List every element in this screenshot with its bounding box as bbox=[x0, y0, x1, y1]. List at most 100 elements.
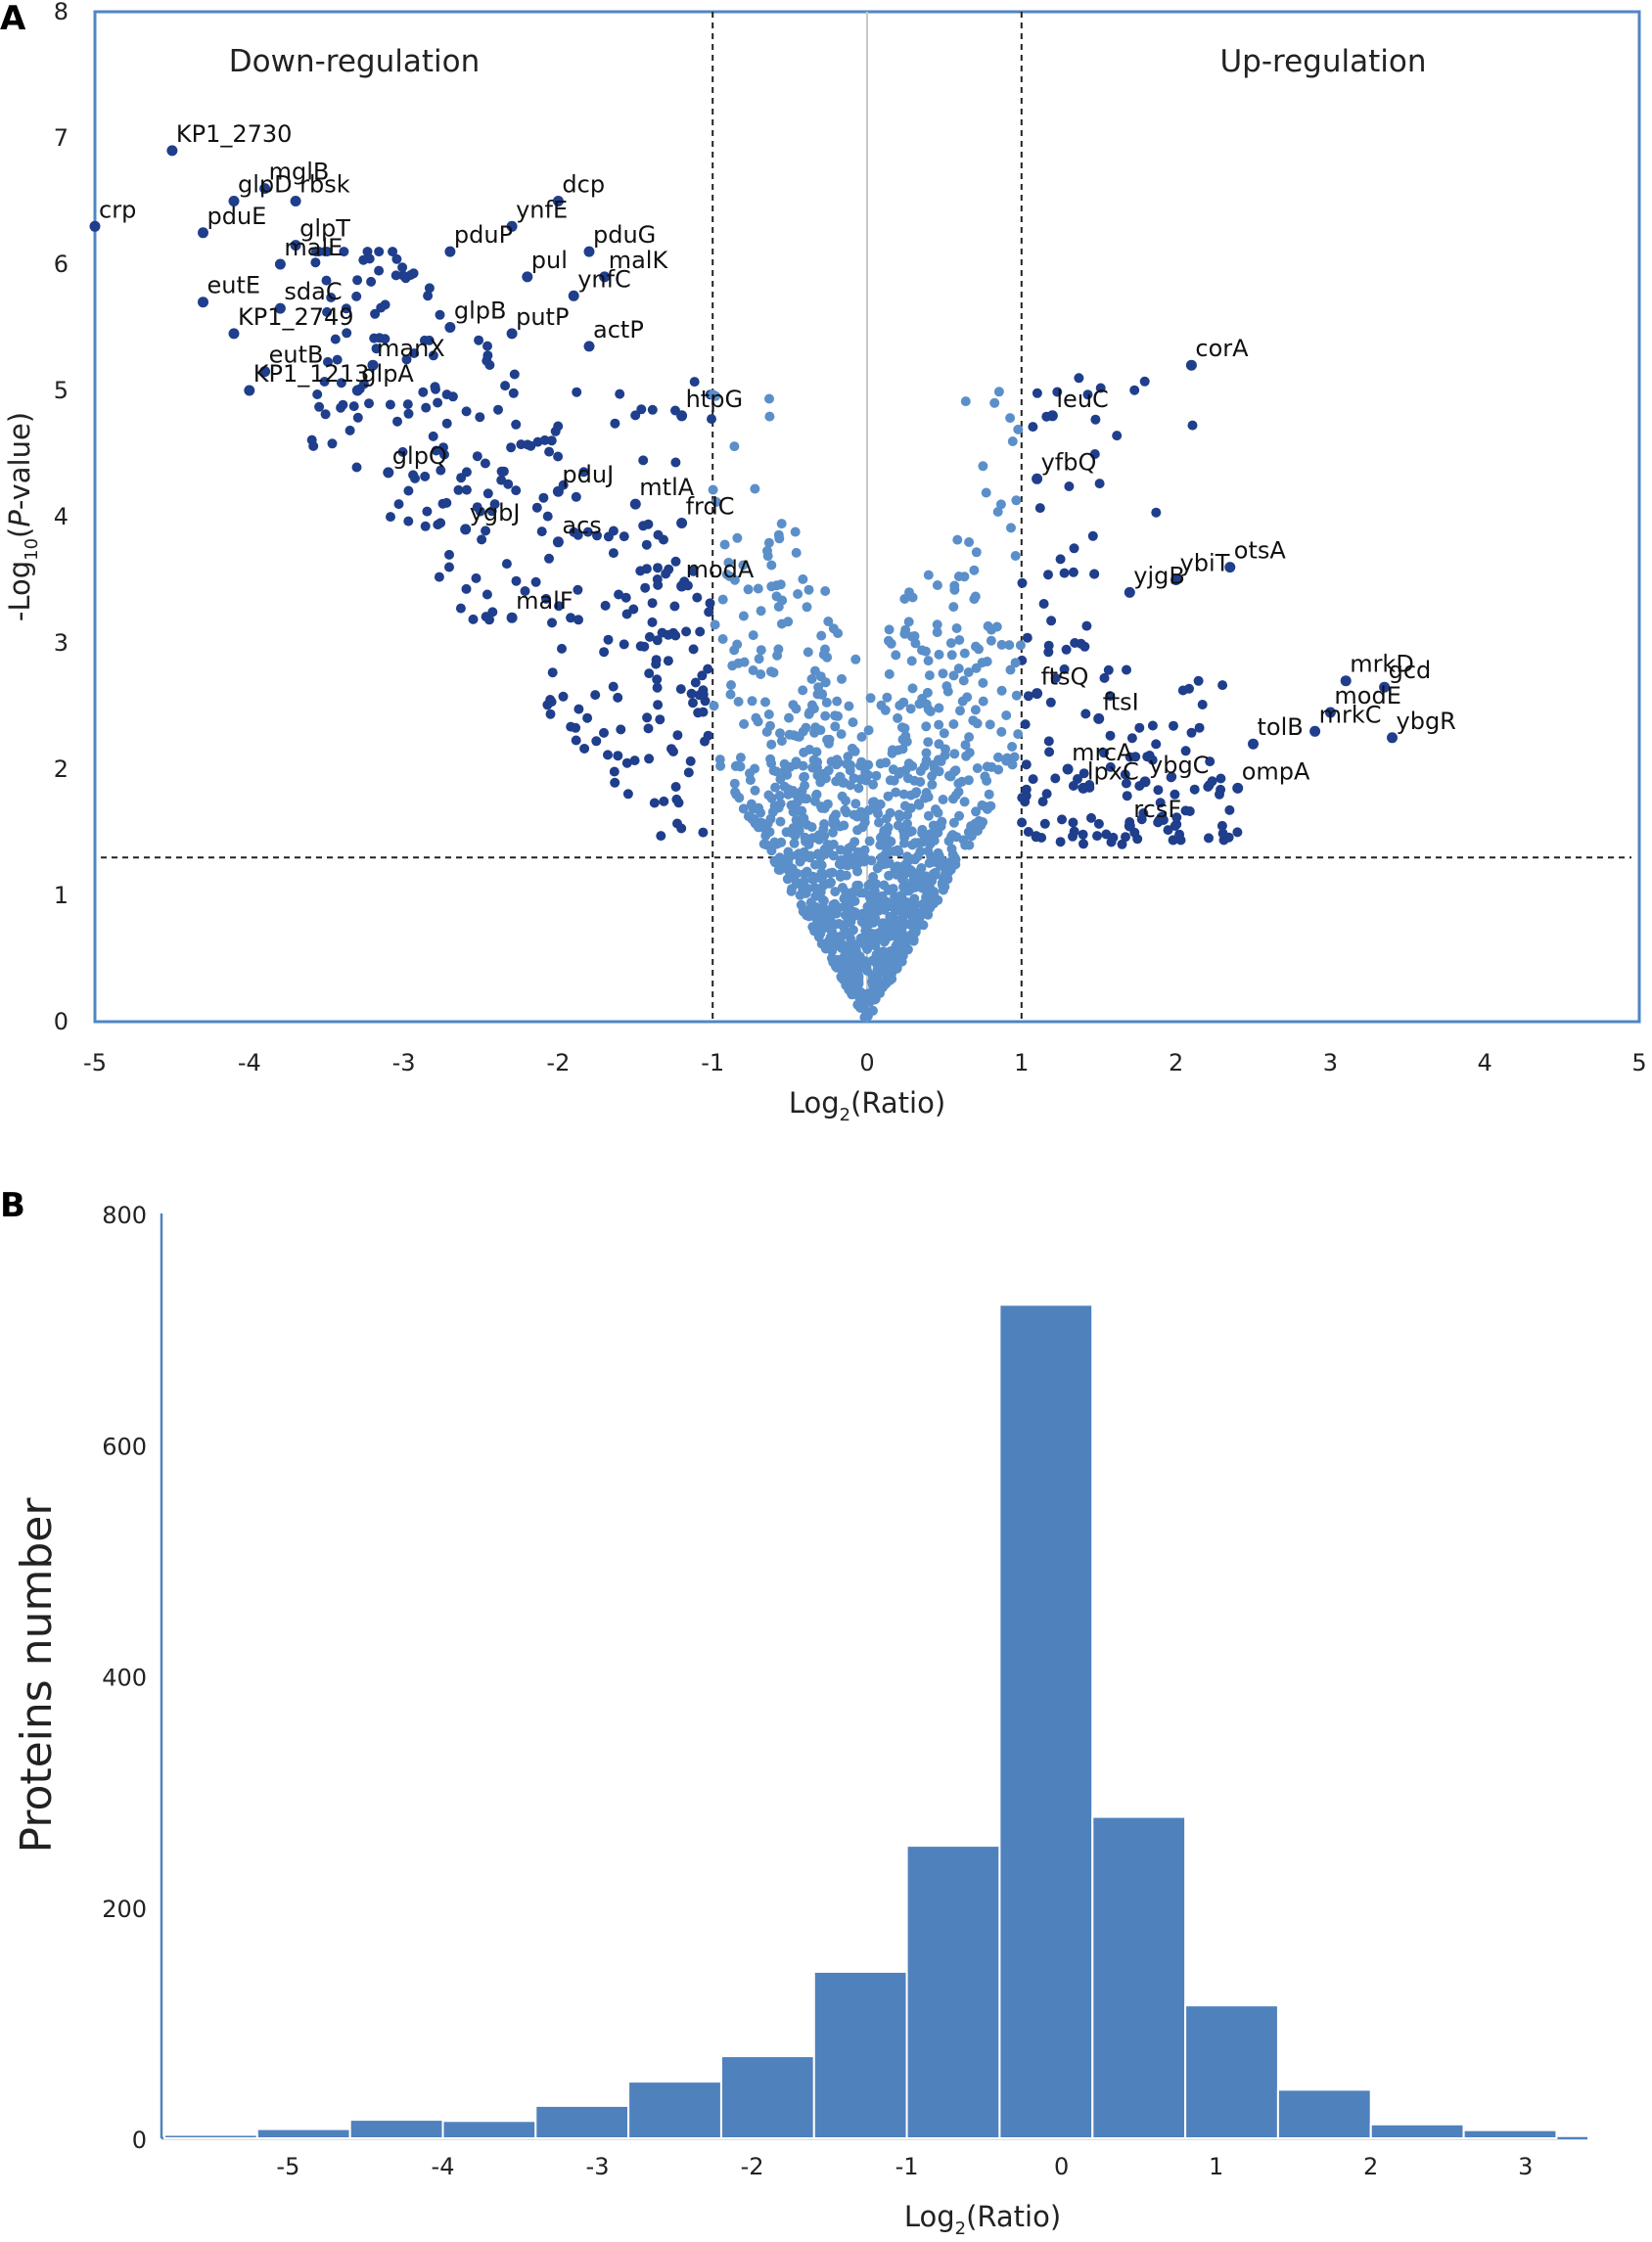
protein-point bbox=[962, 692, 973, 703]
protein-point bbox=[953, 663, 964, 674]
protein-point bbox=[444, 549, 454, 560]
protein-point bbox=[717, 594, 728, 605]
protein-point bbox=[803, 584, 814, 595]
protein-point bbox=[964, 732, 975, 743]
protein-point bbox=[636, 404, 647, 415]
protein-point bbox=[1171, 812, 1182, 823]
y-tick-label: 200 bbox=[102, 1896, 147, 1923]
protein-point bbox=[921, 755, 932, 766]
protein-point bbox=[468, 614, 479, 624]
protein-point bbox=[941, 868, 951, 879]
gene-point-modE bbox=[1324, 707, 1336, 718]
protein-point bbox=[1061, 644, 1072, 655]
protein-point bbox=[772, 650, 783, 661]
protein-point bbox=[931, 854, 941, 865]
protein-point bbox=[776, 519, 787, 529]
protein-point bbox=[883, 791, 894, 801]
protein-point bbox=[902, 818, 912, 829]
gene-label-ftsQ: ftsQ bbox=[1041, 663, 1089, 691]
gene-point-eutB bbox=[259, 366, 271, 378]
protein-point bbox=[989, 397, 1000, 408]
protein-point bbox=[821, 846, 832, 856]
protein-point bbox=[914, 800, 925, 810]
gene-point-tolB bbox=[1248, 738, 1259, 750]
protein-point bbox=[670, 630, 681, 641]
protein-point bbox=[864, 836, 875, 846]
protein-point bbox=[386, 512, 395, 523]
protein-point bbox=[697, 670, 708, 681]
protein-point bbox=[840, 804, 850, 815]
protein-point bbox=[993, 752, 1003, 762]
protein-point bbox=[955, 706, 965, 716]
protein-point bbox=[1021, 759, 1032, 770]
protein-point bbox=[705, 598, 715, 609]
gene-label-ygbJ: ygbJ bbox=[470, 499, 521, 526]
protein-point bbox=[899, 628, 910, 639]
protein-point bbox=[574, 704, 584, 714]
protein-point bbox=[670, 457, 681, 468]
protein-point bbox=[1010, 551, 1021, 561]
protein-point bbox=[831, 776, 842, 787]
protein-point bbox=[907, 760, 918, 771]
x-tick-label: -1 bbox=[895, 2153, 919, 2180]
gene-point-actP bbox=[583, 341, 595, 352]
protein-point bbox=[695, 626, 706, 637]
protein-point bbox=[1103, 664, 1114, 675]
protein-point bbox=[1174, 829, 1185, 840]
protein-point bbox=[824, 878, 835, 889]
gene-label-rcsF: rcsF bbox=[1133, 796, 1181, 823]
protein-point bbox=[352, 275, 363, 286]
x-tick-label: 3 bbox=[1518, 2153, 1533, 2180]
protein-point bbox=[791, 547, 802, 558]
protein-point bbox=[1059, 568, 1070, 578]
protein-point bbox=[784, 729, 795, 740]
protein-point bbox=[482, 488, 493, 499]
protein-point bbox=[784, 712, 794, 723]
protein-point bbox=[869, 938, 880, 949]
histogram-bar bbox=[1184, 2004, 1279, 2139]
protein-point bbox=[959, 648, 970, 659]
protein-point bbox=[844, 917, 853, 928]
protein-point bbox=[1094, 479, 1105, 489]
protein-point bbox=[738, 803, 749, 814]
protein-point bbox=[1017, 817, 1028, 828]
protein-point bbox=[910, 838, 921, 848]
protein-point bbox=[455, 603, 466, 614]
protein-point bbox=[582, 526, 593, 537]
protein-point bbox=[582, 712, 593, 723]
protein-point bbox=[571, 722, 581, 733]
gene-label-lpxC: lpxC bbox=[1087, 757, 1139, 785]
protein-point bbox=[1078, 768, 1089, 779]
protein-point bbox=[1007, 436, 1018, 446]
gene-label-frdC: frdC bbox=[686, 493, 735, 521]
y-tick-label: 600 bbox=[102, 1433, 147, 1460]
protein-point bbox=[1036, 833, 1047, 843]
protein-point bbox=[351, 462, 362, 473]
gene-point-mrkD bbox=[1340, 675, 1352, 687]
protein-point bbox=[613, 751, 623, 761]
protein-point bbox=[1074, 373, 1084, 384]
protein-point bbox=[1039, 818, 1050, 829]
protein-point bbox=[996, 639, 1007, 650]
protein-point bbox=[938, 795, 948, 804]
protein-point bbox=[496, 466, 507, 477]
protein-point bbox=[342, 328, 352, 339]
protein-point bbox=[850, 654, 861, 664]
protein-point bbox=[1093, 818, 1104, 829]
protein-point bbox=[388, 247, 398, 257]
protein-point bbox=[1122, 664, 1131, 675]
protein-point bbox=[928, 820, 939, 831]
protein-point bbox=[1087, 530, 1098, 541]
gene-label-glpD: glpD bbox=[238, 171, 293, 199]
protein-point bbox=[793, 589, 803, 599]
protein-point bbox=[574, 615, 583, 625]
protein-point bbox=[1080, 709, 1091, 719]
protein-point bbox=[879, 904, 890, 915]
gene-label-ybiT: ybiT bbox=[1180, 550, 1230, 577]
protein-point bbox=[844, 701, 854, 711]
histogram: B -5 -4 -3 -2 -1 0 1 2 3 0 200 400 600 800 Log2(Rati… bbox=[0, 1186, 1587, 2239]
protein-point bbox=[828, 827, 838, 838]
histogram-bar bbox=[1462, 2128, 1558, 2139]
protein-point bbox=[1045, 697, 1056, 708]
protein-point bbox=[461, 484, 472, 495]
